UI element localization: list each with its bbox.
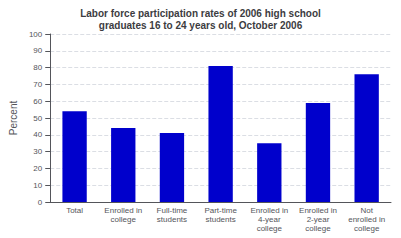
svg-text:4-year: 4-year: [258, 215, 281, 224]
svg-text:30: 30: [33, 147, 42, 156]
svg-text:college: college: [111, 215, 137, 224]
svg-text:students: students: [157, 215, 187, 224]
svg-text:college: college: [354, 224, 380, 233]
svg-text:50: 50: [33, 114, 42, 123]
svg-text:20: 20: [33, 164, 42, 173]
svg-text:Enrolled in: Enrolled in: [250, 206, 288, 215]
svg-text:Percent: Percent: [8, 101, 19, 136]
svg-text:90: 90: [33, 46, 42, 55]
svg-text:Full-time: Full-time: [157, 206, 188, 215]
svg-text:10: 10: [33, 181, 42, 190]
svg-text:2-year: 2-year: [307, 215, 330, 224]
svg-text:students: students: [205, 215, 235, 224]
svg-text:college: college: [305, 224, 331, 233]
svg-text:60: 60: [33, 97, 42, 106]
svg-text:college: college: [257, 224, 283, 233]
svg-text:Not: Not: [360, 206, 373, 215]
svg-text:40: 40: [33, 130, 42, 139]
svg-text:0: 0: [38, 198, 43, 207]
svg-text:80: 80: [33, 63, 42, 72]
svg-text:Labor force participation rate: Labor force participation rates of 2006 …: [80, 8, 321, 19]
svg-text:100: 100: [29, 30, 43, 39]
svg-text:Total: Total: [66, 206, 83, 215]
svg-text:enrolled in: enrolled in: [348, 215, 385, 224]
svg-text:70: 70: [33, 80, 42, 89]
svg-text:Enrolled in: Enrolled in: [104, 206, 142, 215]
svg-text:Part-time: Part-time: [204, 206, 237, 215]
svg-text:Enrolled in: Enrolled in: [299, 206, 337, 215]
svg-text:graduates 16 to 24 years old,: graduates 16 to 24 years old, October 20…: [99, 20, 303, 31]
